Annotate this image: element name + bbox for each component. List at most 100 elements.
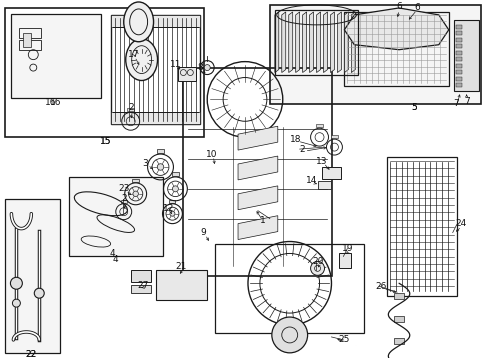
Text: 15: 15 (100, 137, 111, 146)
Polygon shape (302, 12, 306, 73)
Ellipse shape (123, 2, 153, 42)
Circle shape (34, 288, 44, 298)
Polygon shape (323, 12, 327, 73)
Ellipse shape (125, 39, 157, 81)
Bar (130, 285, 150, 293)
Bar (269, 5, 480, 104)
Text: 11: 11 (169, 60, 181, 69)
Bar (317, 181, 331, 189)
Text: 1: 1 (260, 216, 265, 225)
Bar (453, 20, 478, 91)
Bar (20, 40, 41, 50)
Bar (455, 44, 461, 48)
Bar (111, 15, 200, 27)
Polygon shape (288, 12, 292, 73)
Polygon shape (281, 12, 285, 73)
Bar (155, 270, 207, 300)
Text: 19: 19 (341, 244, 352, 253)
Text: 18: 18 (289, 135, 301, 144)
Bar (393, 293, 403, 299)
Polygon shape (238, 126, 277, 150)
Text: 16: 16 (50, 98, 62, 107)
Bar (169, 200, 175, 203)
Circle shape (157, 164, 163, 170)
Text: 6: 6 (395, 3, 401, 12)
Bar (455, 31, 461, 35)
Text: 26: 26 (375, 282, 386, 291)
Bar (111, 15, 200, 124)
Bar (455, 70, 461, 74)
Polygon shape (344, 12, 347, 73)
Bar (127, 108, 134, 111)
Bar (171, 172, 179, 176)
Bar (315, 124, 323, 127)
Polygon shape (238, 216, 277, 239)
Text: 9: 9 (200, 228, 206, 237)
Text: 23: 23 (118, 184, 129, 193)
Bar (20, 28, 41, 38)
Bar (215, 243, 364, 333)
Text: 3: 3 (142, 158, 148, 167)
Bar (455, 64, 461, 68)
Text: 7: 7 (452, 99, 458, 108)
Text: 2: 2 (299, 145, 305, 154)
Polygon shape (337, 12, 341, 73)
Text: 5: 5 (410, 103, 416, 112)
Text: 4: 4 (113, 255, 119, 264)
Polygon shape (316, 12, 320, 73)
Text: 5: 5 (410, 103, 416, 112)
Bar (5, 199, 60, 353)
Text: 14: 14 (305, 176, 317, 185)
Bar (121, 200, 127, 203)
Bar (393, 316, 403, 322)
Polygon shape (238, 156, 277, 180)
Bar (455, 51, 461, 55)
Text: 12: 12 (163, 204, 174, 213)
Polygon shape (295, 12, 299, 73)
Bar (339, 253, 350, 268)
Text: 7: 7 (463, 97, 468, 106)
Bar (183, 68, 332, 276)
Polygon shape (238, 186, 277, 210)
Text: 2: 2 (121, 194, 126, 203)
Bar (111, 112, 200, 124)
Polygon shape (344, 8, 448, 50)
Bar (344, 12, 448, 86)
Bar (5, 8, 204, 137)
Bar (455, 38, 461, 42)
Bar (156, 149, 164, 153)
Polygon shape (350, 12, 355, 73)
Bar (455, 25, 461, 29)
Bar (455, 83, 461, 87)
Bar (178, 67, 196, 81)
Text: 27: 27 (137, 281, 148, 290)
Text: 21: 21 (175, 262, 187, 271)
Text: 16: 16 (45, 98, 57, 107)
Text: 17: 17 (128, 50, 139, 59)
Text: 4: 4 (110, 249, 115, 258)
Text: 24: 24 (454, 219, 466, 228)
Bar (321, 167, 341, 179)
Text: 6: 6 (413, 4, 419, 13)
Circle shape (271, 317, 307, 353)
Bar (455, 77, 461, 81)
Text: 13: 13 (315, 157, 326, 166)
Text: 25: 25 (338, 336, 349, 345)
Text: 22: 22 (26, 350, 37, 359)
Bar (11, 14, 101, 98)
Polygon shape (274, 12, 278, 73)
Circle shape (10, 277, 22, 289)
Bar (132, 179, 139, 182)
Text: 10: 10 (205, 149, 217, 158)
Bar (274, 10, 358, 75)
Bar (130, 270, 150, 282)
Text: 20: 20 (311, 257, 323, 266)
Text: 22: 22 (26, 350, 37, 359)
Bar (69, 177, 163, 256)
Bar (330, 135, 337, 138)
Bar (23, 33, 31, 47)
Circle shape (204, 64, 210, 71)
Circle shape (170, 211, 175, 216)
Circle shape (133, 191, 138, 197)
Polygon shape (330, 12, 334, 73)
